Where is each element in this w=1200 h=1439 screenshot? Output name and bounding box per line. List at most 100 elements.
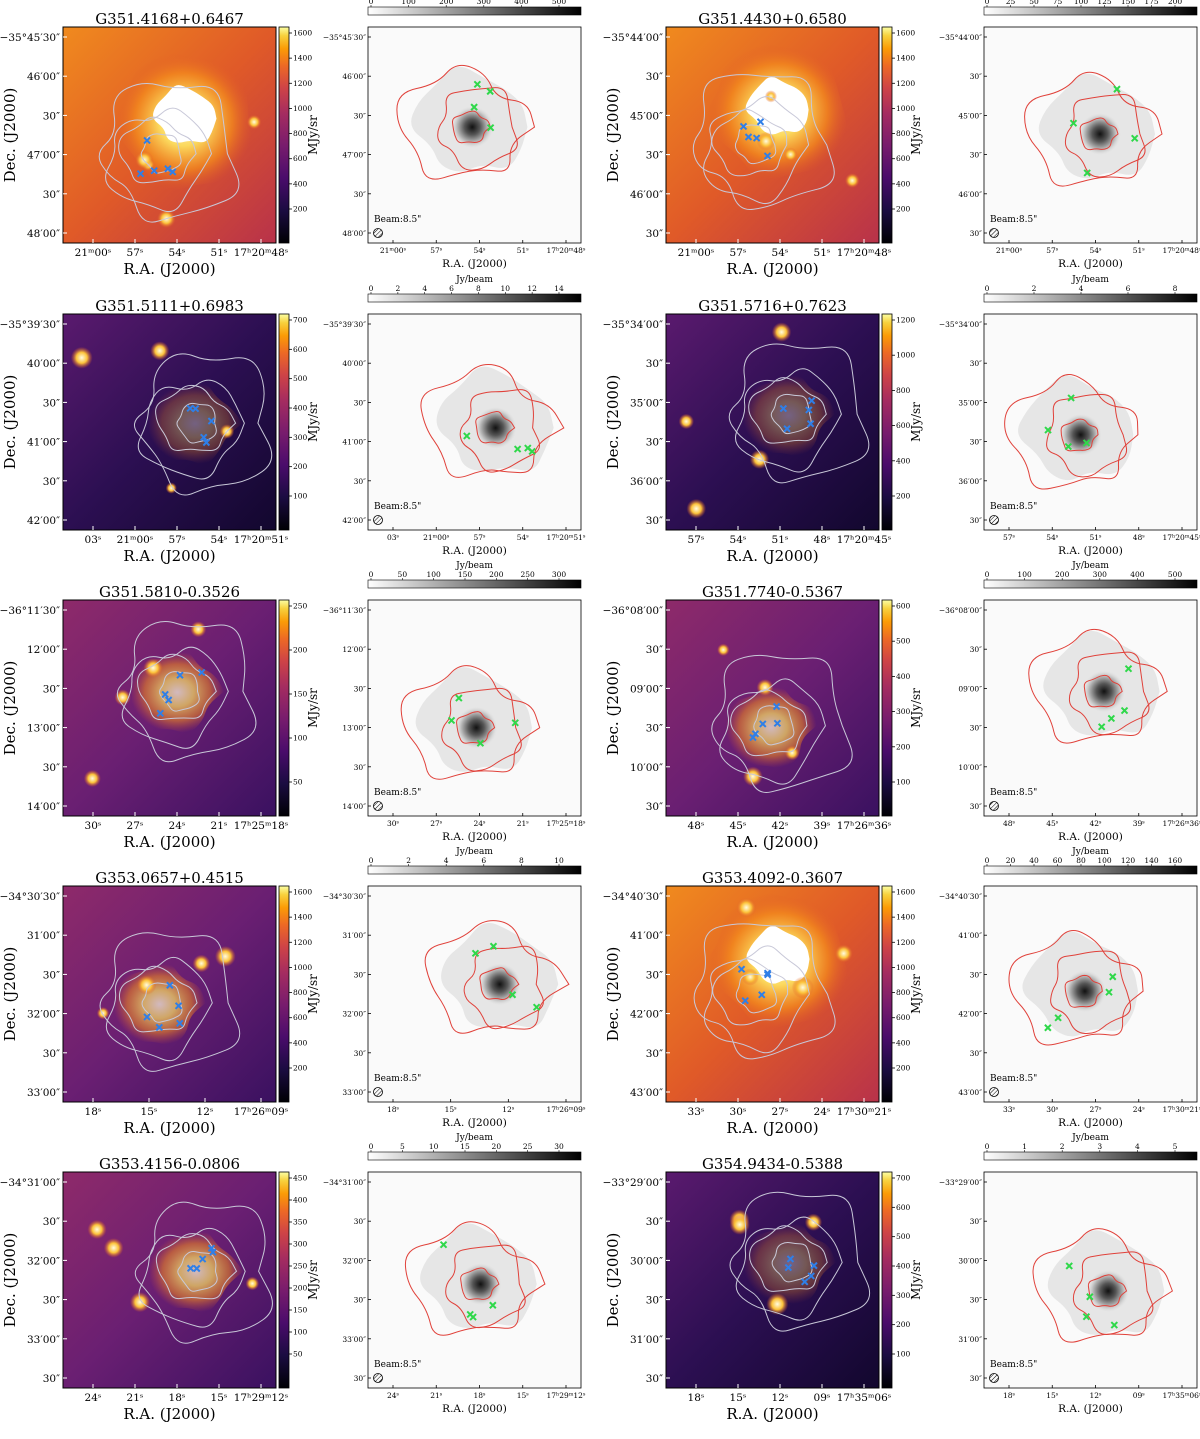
ir-contour bbox=[719, 678, 826, 785]
mm-contour bbox=[1064, 94, 1146, 178]
mm-core-marker bbox=[463, 432, 471, 440]
mm-core-marker bbox=[508, 991, 517, 999]
ir-contour bbox=[177, 1251, 218, 1292]
mm-core-marker bbox=[486, 123, 495, 132]
mm-ra-tick-label: 03ˢ bbox=[387, 533, 400, 542]
mm-image-panel: Beam:8.5" −34°31′00″ 30″ 32′00″ 30″ 33′00″ 30″… bbox=[323, 1133, 586, 1415]
ir-colorbar-tick: 500 bbox=[293, 374, 308, 383]
ir-colorbar-tick: 200 bbox=[293, 462, 308, 471]
mm-dec-tick-label: 30″ bbox=[354, 398, 367, 407]
ir-colorbar bbox=[881, 885, 893, 1103]
ra-tick-label: 03ˢ bbox=[85, 534, 102, 546]
mm-core-marker bbox=[1082, 1312, 1091, 1321]
mm-contour bbox=[479, 967, 520, 1001]
mm-ra-tick-label: 18ˢ bbox=[473, 1391, 486, 1400]
panel-title: G351.4168+0.6467 bbox=[95, 10, 244, 28]
ra-tick-label: 57ˢ bbox=[688, 534, 705, 546]
ir-colorbar-unit: MJy/sr bbox=[306, 1260, 320, 1300]
ir-frame bbox=[665, 313, 880, 531]
mm-ra-tick-label: 17ʰ20ᵐ48ˢ bbox=[1162, 246, 1200, 255]
ir-image-panel: G351.7740-0.5367 −36°08′00″ 30″ 09′00″ 30″ 10… bbox=[603, 583, 923, 851]
ra-axis-label: R.A. (J2000) bbox=[726, 260, 818, 278]
ir-point-source bbox=[729, 1214, 750, 1235]
mm-colorbar-tick: 200 bbox=[1168, 0, 1183, 6]
mm-dec-tick-label: 36′00″ bbox=[958, 477, 982, 486]
ir-point-source bbox=[756, 131, 776, 151]
ir-contour bbox=[99, 932, 241, 1072]
ra-tick-label: 15ˢ bbox=[211, 1392, 228, 1404]
mm-ra-tick-label: 17ʰ29ᵐ12ˢ bbox=[546, 1391, 585, 1400]
ra-tick-label: 18ˢ bbox=[688, 1392, 705, 1404]
mm-colorbar-tick: 140 bbox=[1144, 856, 1159, 865]
ir-core-marker bbox=[176, 671, 184, 679]
dec-axis-label: Dec. (J2000) bbox=[1, 661, 19, 756]
ir-core-marker bbox=[207, 1244, 216, 1252]
ra-tick-label: 42ˢ bbox=[772, 820, 789, 832]
ir-core-marker bbox=[186, 1264, 195, 1273]
ir-colorbar-tick: 1600 bbox=[896, 29, 915, 38]
mm-core-marker bbox=[513, 445, 522, 453]
mm-colorbar-tick: 300 bbox=[1093, 570, 1108, 579]
mm-colorbar-tick: 5 bbox=[1173, 1142, 1178, 1151]
mm-dec-tick-label: 41′00″ bbox=[958, 931, 982, 940]
mm-colorbar-tick: 0 bbox=[985, 284, 990, 293]
ir-contour bbox=[734, 368, 842, 473]
ir-colorbar-tick: 100 bbox=[896, 778, 911, 787]
mm-colorbar-tick: 100 bbox=[1097, 856, 1112, 865]
ra-tick-label: 15ˢ bbox=[141, 1106, 158, 1118]
beam-label: Beam:8.5" bbox=[990, 1360, 1037, 1370]
mm-ra-tick-label: 57ˢ bbox=[430, 246, 443, 255]
mm-colorbar-tick: 50 bbox=[398, 570, 408, 579]
ir-frame bbox=[665, 26, 880, 244]
ir-point-source bbox=[844, 173, 860, 188]
ir-contour bbox=[693, 923, 836, 1060]
ir-core-marker bbox=[150, 166, 158, 175]
ir-colorbar-tick: 400 bbox=[293, 1196, 308, 1205]
mm-core-marker bbox=[511, 719, 519, 727]
ir-contour bbox=[734, 124, 777, 165]
mm-colorbar-tick: 400 bbox=[1130, 570, 1145, 579]
mm-core-marker bbox=[1120, 706, 1129, 715]
ir-point-source bbox=[150, 341, 170, 361]
ir-colorbar-tick: 450 bbox=[293, 1174, 308, 1183]
ir-core-marker bbox=[758, 991, 766, 999]
mm-dec-tick-label: −36°08′00″ bbox=[939, 606, 982, 615]
ra-tick-label: 51ˢ bbox=[814, 247, 831, 259]
ir-colorbar-tick: 1000 bbox=[896, 351, 915, 360]
dec-tick-label: 31′00″ bbox=[630, 1334, 663, 1346]
ir-contour bbox=[155, 384, 237, 452]
mm-core-marker bbox=[439, 1240, 448, 1249]
ir-core-marker bbox=[200, 433, 208, 442]
beam-label: Beam:8.5" bbox=[374, 502, 421, 512]
ir-emission bbox=[692, 43, 860, 211]
mm-dec-tick-label: 30″ bbox=[970, 970, 983, 979]
ra-tick-label: 21ᵐ00ˢ bbox=[117, 534, 154, 546]
ir-contour bbox=[136, 653, 217, 721]
ir-core-marker bbox=[807, 1272, 815, 1280]
ir-colorbar-tick: 800 bbox=[293, 129, 308, 138]
beam-label: Beam:8.5" bbox=[374, 1074, 421, 1084]
mm-contour bbox=[1064, 974, 1103, 1008]
panel-title: G351.4430+0.6580 bbox=[698, 10, 847, 28]
ir-point-source bbox=[129, 1292, 151, 1313]
dec-tick-label: 32′00″ bbox=[27, 1255, 60, 1267]
ir-point-source bbox=[784, 745, 800, 761]
dec-axis-label: Dec. (J2000) bbox=[604, 947, 622, 1042]
mm-ra-tick-label: 21ˢ bbox=[430, 1391, 443, 1400]
ra-tick-label: 12ˢ bbox=[772, 1392, 789, 1404]
mm-core-marker bbox=[1107, 714, 1116, 723]
ir-colorbar-tick: 1200 bbox=[896, 79, 915, 88]
ir-colorbar-tick: 1000 bbox=[896, 963, 915, 972]
dec-tick-label: 33′00″ bbox=[27, 1334, 60, 1346]
ir-colorbar-tick: 600 bbox=[896, 154, 911, 163]
mm-colorbar-tick: 10 bbox=[501, 284, 511, 293]
ir-core-marker bbox=[806, 420, 815, 428]
mm-core-marker bbox=[1131, 134, 1139, 142]
mm-ra-axis-label: R.A. (J2000) bbox=[1058, 1403, 1123, 1415]
mm-contour bbox=[1028, 628, 1168, 744]
ir-image-panel: G353.4156-0.0806 −34°31′00″ 30″ 32′00″ 30″ 33… bbox=[0, 1155, 320, 1423]
mm-ra-tick-label: 21ᵐ00ˢ bbox=[423, 533, 450, 542]
mm-contour bbox=[451, 110, 491, 144]
ir-colorbar bbox=[881, 26, 893, 244]
ir-core-marker bbox=[756, 118, 765, 126]
